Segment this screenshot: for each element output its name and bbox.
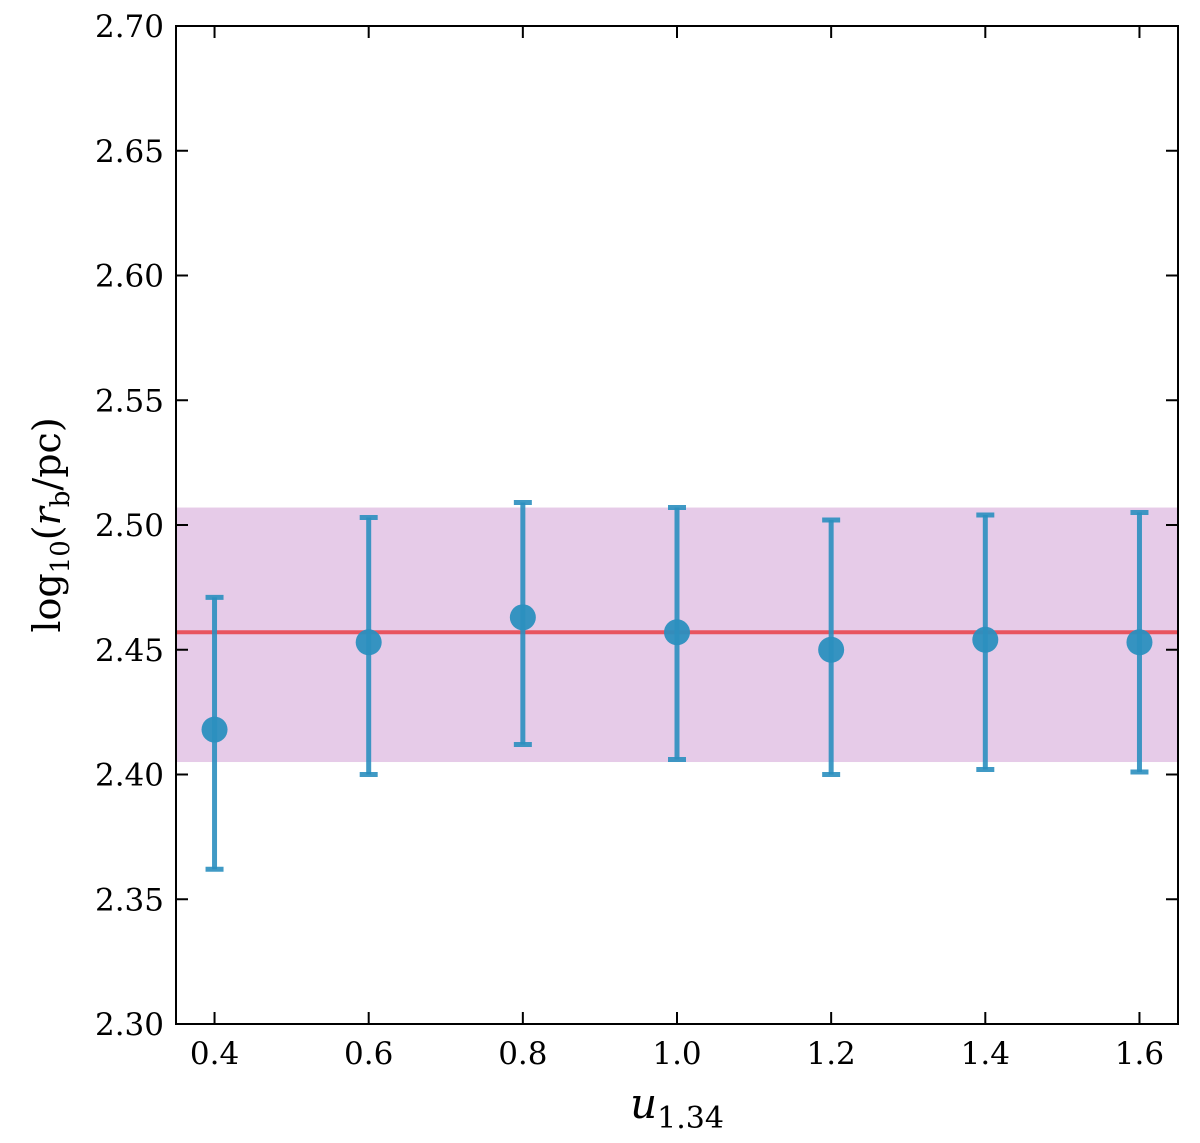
data-point-5 — [972, 512, 999, 773]
y-tick-label-3: 2.45 — [95, 633, 164, 669]
x-tick-label-2: 0.8 — [498, 1036, 547, 1072]
marker — [1126, 629, 1153, 656]
y-tick-label-5: 2.55 — [95, 383, 164, 419]
y-axis-label: log10(rb/pc) — [25, 417, 76, 632]
y-axis-label-log-sub: 10 — [46, 540, 76, 573]
x-axis-label: u1.34 — [630, 1079, 724, 1136]
axis-ticks: 0.4 0.6 0.8 1.0 1.2 1.4 1.6 2.30 2.35 2.40 2.45 2.5… — [95, 9, 1178, 1072]
x-axis-label-sub: 1.34 — [657, 1101, 724, 1136]
marker — [201, 716, 228, 743]
y-axis-label-var-sub: b — [46, 491, 76, 508]
x-axis-label-main: u — [630, 1079, 657, 1128]
marker — [818, 636, 845, 663]
y-tick-label-1: 2.35 — [95, 882, 164, 918]
marker — [664, 619, 690, 646]
y-axis-label-var: r — [25, 504, 69, 525]
x-tick-label-6: 1.6 — [1115, 1036, 1164, 1072]
data-point-1 — [355, 515, 382, 777]
y-tick-label-6: 2.60 — [95, 259, 164, 295]
y-axis-label-rest: /pc) — [25, 417, 69, 490]
y-tick-label-2: 2.40 — [95, 758, 164, 794]
data-point-4 — [818, 517, 845, 777]
data-point-0 — [201, 594, 228, 872]
x-tick-label-4: 1.2 — [806, 1036, 855, 1072]
y-axis-label-open: ( — [25, 525, 69, 540]
plot-area — [176, 500, 1178, 872]
data-point-3 — [664, 505, 690, 763]
x-tick-label-1: 0.6 — [344, 1036, 393, 1072]
y-tick-label-0: 2.30 — [95, 1007, 164, 1043]
y-axis-label-log: log — [25, 573, 69, 632]
marker — [972, 626, 999, 653]
x-tick-label-5: 1.4 — [961, 1036, 1010, 1072]
x-tick-label-0: 0.4 — [190, 1036, 239, 1072]
y-tick-label-8: 2.70 — [95, 9, 164, 45]
marker — [509, 604, 536, 631]
x-tick-label-3: 1.0 — [652, 1036, 701, 1072]
data-point-6 — [1126, 510, 1153, 775]
y-tick-label-7: 2.65 — [95, 134, 164, 170]
data-point-2 — [509, 500, 536, 748]
y-tick-label-4: 2.50 — [95, 508, 164, 544]
marker — [355, 629, 382, 656]
